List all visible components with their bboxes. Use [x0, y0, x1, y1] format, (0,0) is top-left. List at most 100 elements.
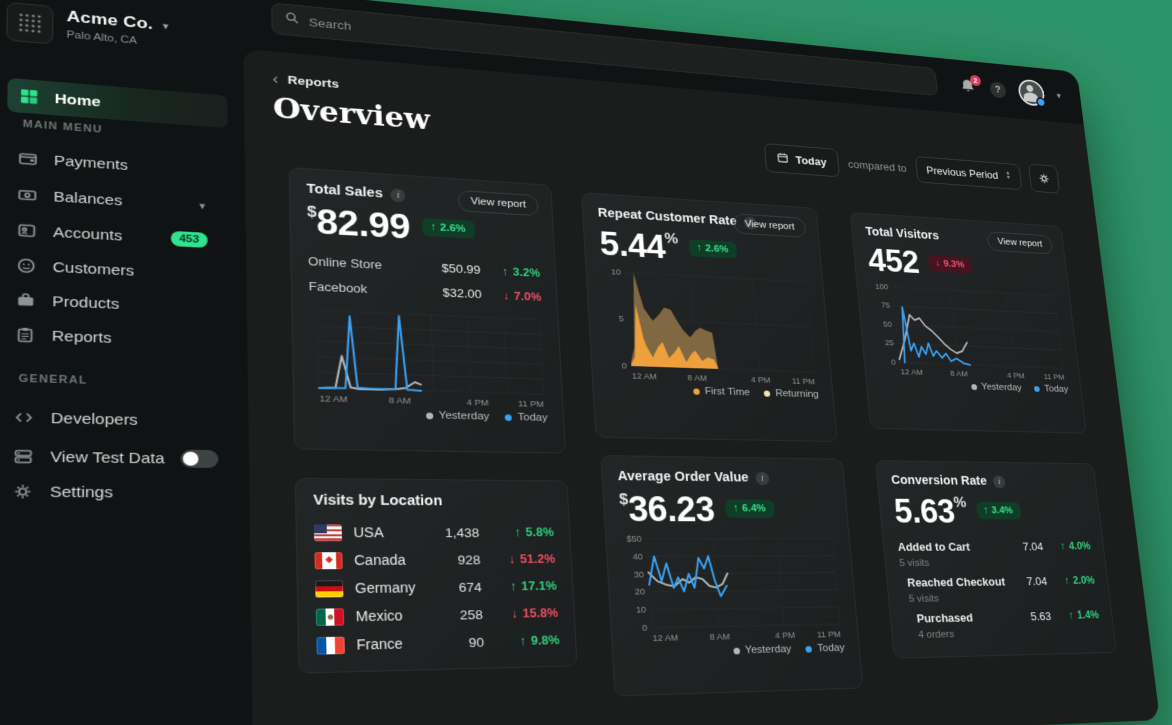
svg-text:12 AM: 12 AM [900, 368, 923, 378]
test-data-toggle[interactable] [180, 449, 219, 469]
chevron-down-icon[interactable]: ▾ [1056, 90, 1062, 101]
notifications-bell-icon[interactable]: 2 [959, 74, 982, 95]
svg-text:0: 0 [891, 358, 897, 367]
svg-text:12 AM: 12 AM [319, 394, 347, 405]
help-icon[interactable]: ? [989, 80, 1007, 99]
customers-face-icon [16, 256, 37, 275]
delta-badge: 2.6% [688, 239, 737, 259]
sidebar: Acme Co. ▾ Palo Alto, CA Home MAIN MENU … [0, 0, 253, 725]
svg-text:8 AM: 8 AM [389, 396, 411, 407]
test-data-rows-icon [12, 447, 34, 466]
main-panel: ‹ Reports Overview Today compared to Pre… [243, 48, 1160, 725]
svg-text:8 AM: 8 AM [950, 369, 968, 379]
info-icon[interactable]: i [390, 187, 406, 203]
info-icon[interactable]: i [992, 475, 1007, 489]
list-item: France 90 9.8% [316, 627, 560, 660]
search-placeholder: Search [308, 15, 352, 33]
back-chevron-icon: ‹ [272, 69, 279, 88]
delta-badge: 9.3% [927, 254, 973, 274]
svg-text:$50: $50 [626, 534, 642, 544]
svg-text:20: 20 [635, 587, 646, 597]
card-total-sales: Total Sales i View report $82.99 2.6% On… [288, 166, 566, 454]
accounts-count-badge: 453 [170, 230, 208, 248]
total-sales-chart: 12 AM 8 AM 4 PM 11 PM [309, 304, 547, 410]
total-sales-value: $82.99 [306, 202, 411, 247]
view-report-button[interactable]: View report [732, 213, 807, 238]
sidebar-item-label: Home [54, 90, 101, 110]
page-title: Overview [272, 92, 431, 137]
conversion-rate-value: 5.63% [892, 493, 967, 531]
list-item: Germany 674 17.1% [315, 572, 557, 602]
avatar[interactable] [1017, 78, 1047, 108]
svg-text:25: 25 [885, 339, 895, 348]
card-visits-by-location: Visits by Location USA 1,438 5.8% Canada… [294, 477, 578, 674]
chevron-down-icon: ▾ [162, 20, 169, 32]
svg-text:11 PM: 11 PM [817, 630, 842, 640]
germany-flag-icon [315, 579, 344, 598]
compared-to-label: compared to [847, 157, 908, 174]
svg-text:8 AM: 8 AM [687, 373, 707, 383]
sidebar-item-settings[interactable]: Settings [0, 473, 232, 511]
breadcrumb[interactable]: ‹ Reports [272, 69, 340, 91]
svg-text:4 PM: 4 PM [775, 631, 796, 641]
svg-text:100: 100 [875, 282, 889, 292]
delta-badge: 6.4% [724, 499, 775, 518]
home-squares-icon [19, 87, 40, 105]
location-table: USA 1,438 5.8% Canada 928 51.2% Germany … [313, 518, 560, 660]
date-controls: Today compared to Previous Period ▲ ▼ [763, 141, 1061, 195]
comparison-period-select[interactable]: Previous Period ▲ ▼ [914, 155, 1023, 190]
online-status-dot [1035, 96, 1047, 108]
today-dot-icon [1033, 385, 1041, 392]
usa-flag-icon [313, 523, 342, 541]
svg-text:8 AM: 8 AM [709, 632, 730, 643]
info-icon[interactable]: i [755, 471, 770, 485]
sidebar-item-home[interactable]: Home [7, 77, 228, 129]
code-brackets-icon [13, 408, 34, 427]
sidebar-section-general: GENERAL [18, 372, 88, 387]
svg-text:11 PM: 11 PM [1043, 373, 1065, 383]
svg-text:10: 10 [636, 605, 647, 615]
sidebar-item-reports[interactable]: Reports [3, 316, 231, 359]
svg-text:75: 75 [881, 301, 891, 310]
org-switcher[interactable]: Acme Co. ▾ Palo Alto, CA [6, 1, 169, 55]
svg-text:0: 0 [622, 361, 628, 371]
search-icon [284, 11, 299, 30]
canada-flag-icon [314, 551, 343, 569]
svg-text:30: 30 [633, 570, 644, 580]
view-report-button[interactable]: View report [986, 231, 1054, 255]
delta-badge: 2.6% [421, 217, 475, 239]
svg-text:12 AM: 12 AM [632, 372, 657, 382]
delta-badge: 3.4% [975, 501, 1022, 520]
clipboard-icon [15, 326, 36, 345]
view-report-button[interactable]: View report [457, 189, 539, 217]
aov-value: $36.23 [618, 490, 716, 530]
chevron-down-icon[interactable]: ▾ [199, 200, 206, 212]
sidebar-item-view-test-data[interactable]: View Test Data [0, 438, 231, 478]
svg-text:50: 50 [883, 320, 893, 329]
date-filter-button[interactable]: Today [763, 142, 840, 177]
card-average-order-value: Average Order Value i $36.23 6.4% 010203… [600, 455, 864, 697]
card-total-visitors: Total Visitors View report 452 9.3% 0255… [849, 211, 1087, 434]
briefcase-icon [15, 291, 36, 310]
settings-gear-button[interactable] [1028, 163, 1061, 194]
yesterday-dot-icon [732, 647, 740, 654]
total-visitors-value: 452 [866, 243, 921, 281]
svg-text:10: 10 [611, 268, 622, 278]
france-flag-icon [316, 636, 345, 655]
total-visitors-chart: 0 25 50 75 100 12 AM 8 AM 4 PM 11 PM [870, 281, 1067, 383]
svg-text:40: 40 [632, 552, 643, 562]
svg-text:11 PM: 11 PM [792, 377, 816, 387]
sidebar-item-developers[interactable]: Developers [1, 399, 231, 440]
repeat-rate-value: 5.44% [598, 225, 679, 266]
chart-legend: Yesterday Today [628, 642, 845, 659]
today-dot-icon [805, 645, 813, 653]
calendar-icon [776, 151, 789, 166]
svg-text:11 PM: 11 PM [518, 399, 544, 410]
wallet-icon [18, 149, 39, 167]
